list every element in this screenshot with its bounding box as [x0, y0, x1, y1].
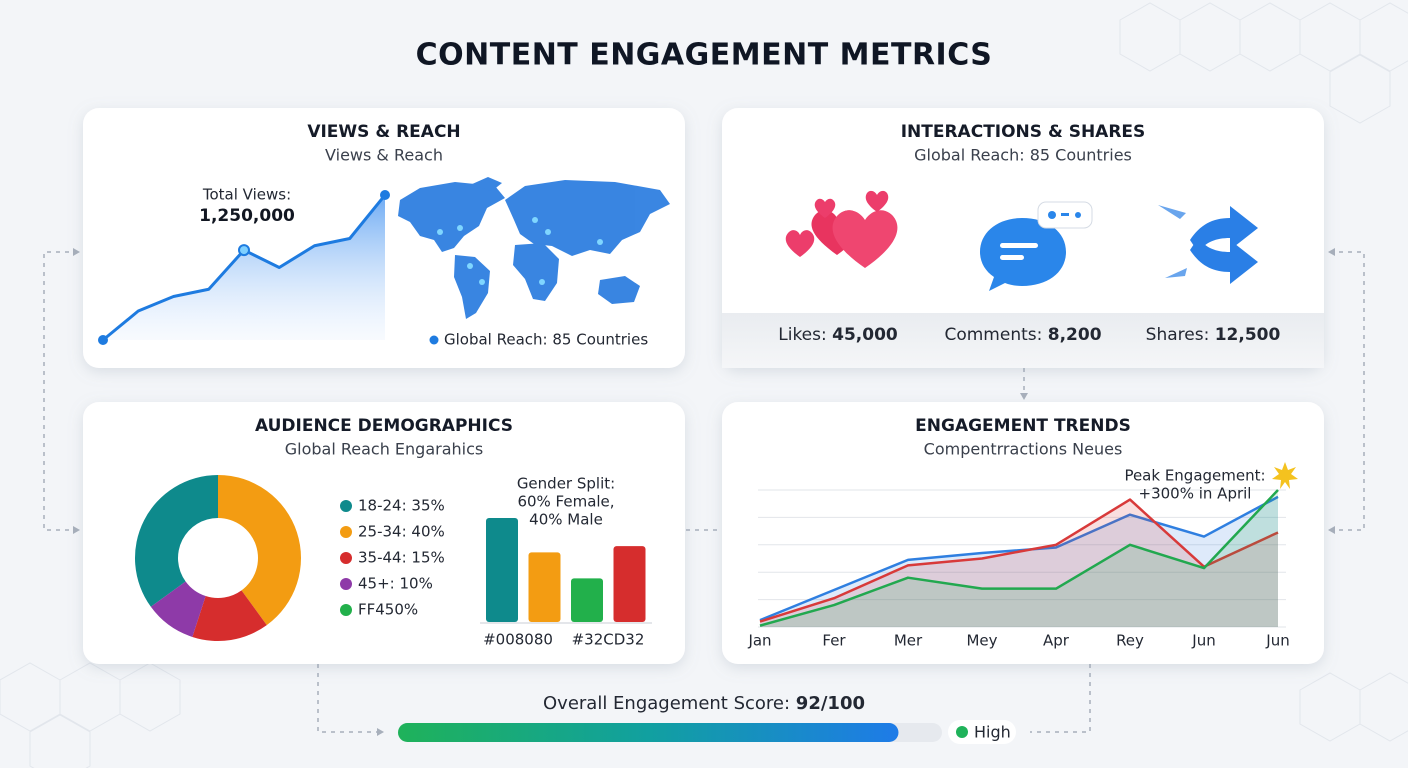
- card-title: AUDIENCE DEMOGRAPHICS: [255, 416, 513, 436]
- donut-slice: [218, 475, 302, 626]
- donut-slice: [150, 581, 206, 637]
- card-subtitle: Global Reach Engarahics: [285, 440, 484, 459]
- legend-dot: [340, 552, 352, 564]
- legend-dot: [340, 604, 352, 616]
- stat-likes: Likes: 45,000: [778, 325, 898, 345]
- donut-slice: [135, 475, 218, 607]
- score-fill: [398, 723, 899, 742]
- stat-shares: Shares: 12,500: [1146, 325, 1281, 345]
- legend-label: 25-34: 40%: [358, 523, 445, 541]
- trend-annotation: +300% in April: [1139, 485, 1252, 503]
- page-title: CONTENT ENGAGEMENT METRICS: [416, 38, 993, 73]
- card-subtitle: Compentrractions Neues: [924, 440, 1123, 459]
- score-value: 92/100: [796, 693, 865, 714]
- x-tick-label: Mey: [966, 632, 997, 650]
- trend-annotation: Peak Engagement:: [1124, 467, 1265, 485]
- map-legend-dot: [429, 335, 439, 345]
- status-pill: [948, 720, 1016, 744]
- connectors: [43, 251, 1365, 733]
- world-map: [398, 177, 670, 319]
- bar-label: #32CD32: [572, 631, 645, 649]
- map-legend: Global Reach: 85 Countries: [444, 331, 648, 349]
- area-fill: [760, 496, 1278, 627]
- stat-label: Shares:: [1146, 325, 1210, 345]
- legend-label: FF450%: [358, 601, 418, 619]
- bar-annotation: 60% Female,: [517, 493, 614, 511]
- card-title: INTERACTIONS & SHARES: [901, 122, 1146, 142]
- legend-dot: [340, 578, 352, 590]
- score-bar: [398, 723, 899, 742]
- x-tick-label: Rey: [1116, 632, 1144, 650]
- comment-icon: [980, 201, 1093, 291]
- legend-label: 35-44: 15%: [358, 549, 445, 567]
- x-tick-label: Apr: [1043, 632, 1070, 650]
- area-fill: [760, 499, 1278, 627]
- bar-chart: [486, 518, 646, 622]
- donut-slice: [192, 590, 267, 641]
- map-dots: [437, 217, 603, 285]
- x-tick-label: Jun: [1191, 632, 1215, 650]
- legend-dot: [340, 526, 352, 538]
- x-tick-label: Fer: [822, 632, 846, 650]
- views-chart: [98, 190, 390, 345]
- area-fill: [103, 195, 385, 340]
- x-tick-label: Mer: [894, 632, 923, 650]
- status-dot: [956, 726, 968, 738]
- line: [759, 489, 1279, 627]
- area-fill: [760, 490, 1278, 627]
- x-tick-label: Jun: [1265, 632, 1289, 650]
- bar-annotation: 40% Male: [529, 511, 603, 529]
- legend-label: 18-24: 35%: [358, 497, 445, 515]
- stat-value: 45,000: [832, 325, 898, 345]
- status-text: High: [974, 723, 1011, 742]
- legend-label: 45+: 10%: [358, 575, 433, 593]
- stat-value: 12,500: [1215, 325, 1281, 345]
- connector-arrows: [73, 248, 1335, 736]
- sparkle-icon: [1272, 462, 1298, 489]
- bar: [486, 518, 518, 622]
- card-trends: [722, 402, 1324, 664]
- score-text: Overall Engagement Score: 92/100: [543, 693, 865, 714]
- line: [759, 498, 1279, 623]
- card-subtitle: Global Reach: 85 Countries: [914, 146, 1132, 165]
- card-title: ENGAGEMENT TRENDS: [915, 416, 1131, 436]
- stat-comments: Comments: 8,200: [944, 325, 1101, 345]
- x-tick-label: Jan: [747, 632, 771, 650]
- score-label: Overall Engagement Score:: [543, 693, 790, 714]
- stats-band: [722, 313, 1324, 368]
- hearts-icon: [785, 190, 898, 268]
- stat-label: Likes:: [778, 325, 826, 345]
- trend-chart: Jan Fer Mer Mey Apr Rey Jun Jun: [747, 489, 1290, 650]
- stat-value: 8,200: [1048, 325, 1102, 345]
- share-icon: [1158, 205, 1258, 284]
- bar: [571, 578, 603, 622]
- bar-annotation: Gender Split:: [517, 475, 615, 493]
- donut-chart: 18-24: 35% 25-34: 40% 35-44: 15% 45+: 10% FF…: [135, 475, 445, 641]
- bar-label: #008080: [483, 631, 553, 649]
- card-title: VIEWS & REACH: [307, 122, 460, 142]
- bar: [528, 552, 561, 622]
- legend-dot: [340, 500, 352, 512]
- bar: [613, 546, 646, 622]
- stat-label: Comments:: [944, 325, 1042, 345]
- annotation-value: 1,250,000: [199, 206, 295, 226]
- annotation: Total Views:: [202, 186, 291, 204]
- line: [759, 495, 1279, 622]
- point: [98, 335, 108, 345]
- point: [238, 244, 250, 257]
- card-subtitle: Views & Reach: [325, 146, 443, 165]
- point: [380, 190, 390, 200]
